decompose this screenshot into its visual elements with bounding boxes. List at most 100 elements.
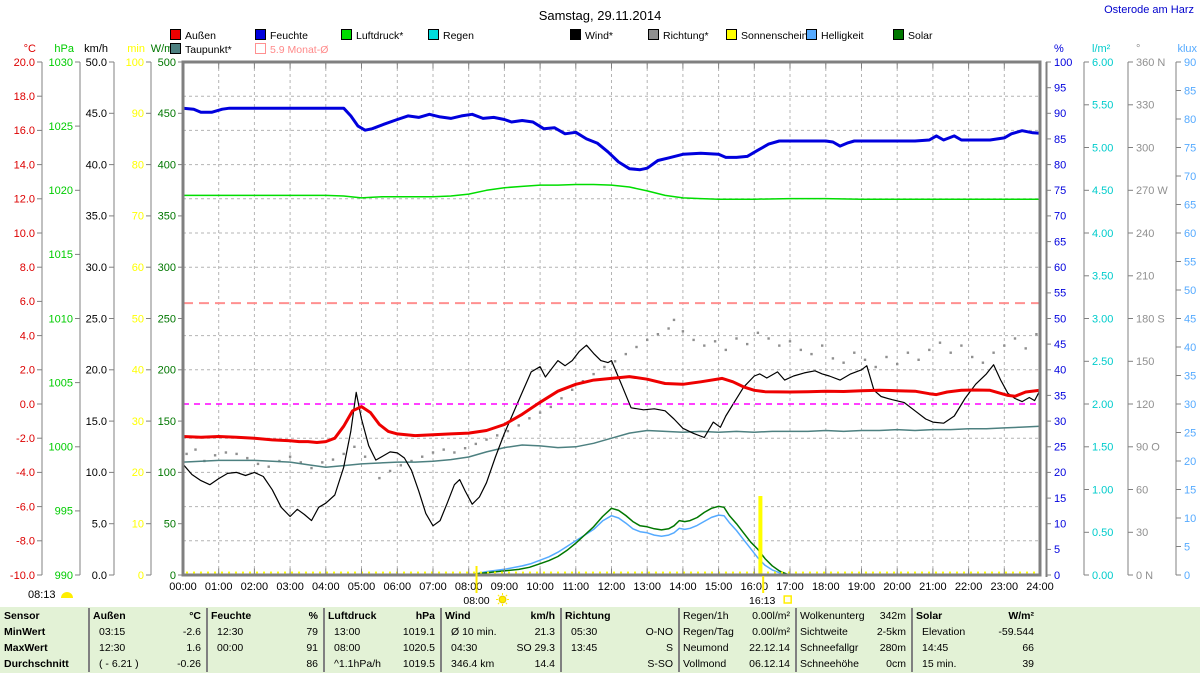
sunset-time-label: 16:13 bbox=[749, 595, 775, 607]
axis-tick-label: 0 bbox=[138, 570, 144, 582]
legend-swatch bbox=[648, 29, 659, 40]
axis-tick-label: 1025 bbox=[49, 121, 73, 133]
axis-tick-label: 2.00 bbox=[1092, 399, 1113, 411]
axis-tick-label: 6.00 bbox=[1092, 57, 1113, 69]
table-cell: Außen °C bbox=[93, 610, 201, 622]
legend-item-helligkeit: Helligkeit bbox=[806, 29, 864, 42]
table-divider bbox=[560, 608, 562, 672]
axis-tick-label: 90 O bbox=[1136, 442, 1160, 454]
svg-text:08:00: 08:00 bbox=[455, 581, 483, 593]
axis-tick-label: 1030 bbox=[49, 57, 73, 69]
axis-tick-label: 3.50 bbox=[1092, 271, 1113, 283]
table-cell: ( - 6.21 ) -0.26 bbox=[99, 658, 201, 670]
axis-tick-label: 16.0 bbox=[14, 125, 35, 137]
axis-tick-label: 0 N bbox=[1136, 570, 1153, 582]
axis-tick-label: 45 bbox=[1054, 339, 1066, 351]
legend-item-feuchte: Feuchte bbox=[255, 29, 308, 42]
axis-tick-label: 0.0 bbox=[20, 399, 35, 411]
axis-tick-label: 5.50 bbox=[1092, 100, 1113, 112]
legend-swatch bbox=[806, 29, 817, 40]
axis-c: 20.0 18.0 16.0 14.0 12.0 10.0 8.0 6.0 4.0 2.0 0.0 -… bbox=[10, 43, 43, 582]
legend-label: Luftdruck* bbox=[356, 30, 404, 42]
axis-tick-label: 65 bbox=[1184, 199, 1196, 211]
svg-text:01:00: 01:00 bbox=[205, 581, 233, 593]
table-cell: Neumond 22.12.14 bbox=[683, 642, 790, 654]
axis-tick-label: 4.00 bbox=[1092, 228, 1113, 240]
axis-tick-label: 10 bbox=[132, 519, 144, 531]
sunrise-time-note: 08:13 bbox=[28, 589, 73, 601]
axis-tick-label: 90 bbox=[132, 108, 144, 120]
axis-tick-label: 25 bbox=[1184, 427, 1196, 439]
table-cell: 12:30 79 bbox=[217, 626, 318, 638]
legend-item-wind: Wind* bbox=[570, 29, 613, 42]
axis-tick-label: 10 bbox=[1184, 513, 1196, 525]
table-cell: Solar W/m² bbox=[916, 610, 1034, 622]
table-cell: 14:45 66 bbox=[922, 642, 1034, 654]
legend-item-taupunkt: Taupunkt* bbox=[170, 43, 232, 56]
legend-swatch bbox=[255, 29, 266, 40]
table-cell: Schneehöhe 0cm bbox=[800, 658, 906, 670]
legend-swatch bbox=[726, 29, 737, 40]
axis-tick-label: 1020 bbox=[49, 185, 73, 197]
table-cell: Ø 10 min. 21.3 bbox=[451, 626, 555, 638]
axis-tick-label: 40 bbox=[1184, 342, 1196, 354]
axis-tick-label: 95 bbox=[1054, 83, 1066, 95]
table-cell: Sensor bbox=[4, 610, 40, 622]
table-cell: ^1.1hPa/h 1019.5 bbox=[334, 658, 435, 670]
axis-tick-label: 50.0 bbox=[86, 57, 107, 69]
axis-tick-label: 15.0 bbox=[86, 416, 107, 428]
axis-tick-label: -8.0 bbox=[16, 536, 35, 548]
axis-tick-label: 1.00 bbox=[1092, 484, 1113, 496]
table-divider bbox=[795, 608, 797, 672]
axis-tick-label: 150 bbox=[158, 416, 176, 428]
table-cell: 05:30 O-NO bbox=[571, 626, 673, 638]
axis-tick-label: 30 bbox=[132, 416, 144, 428]
axis-km-h: 50.0 45.0 40.0 35.0 30.0 25.0 20.0 15.0 10.0 5.0 0… bbox=[84, 43, 115, 582]
axis-tick-label: 40 bbox=[1054, 365, 1066, 377]
series-luftdruck bbox=[182, 183, 1041, 200]
table-cell: MaxWert bbox=[4, 642, 48, 654]
table-cell: Wolkenunterg 342m bbox=[800, 610, 906, 622]
series-helligkeit bbox=[475, 514, 797, 576]
axis-tick-label: 5 bbox=[1184, 541, 1190, 553]
axis-tick-label: 70 bbox=[1184, 171, 1196, 183]
axis-tick-label: 60 bbox=[132, 262, 144, 274]
axis-tick-label: 350 bbox=[158, 211, 176, 223]
legend-item-au-en: Außen bbox=[170, 29, 216, 42]
table-cell: 03:15 -2.6 bbox=[99, 626, 201, 638]
axis-tick-label: 85 bbox=[1054, 134, 1066, 146]
table-divider bbox=[206, 608, 208, 672]
svg-text:06:00: 06:00 bbox=[384, 581, 412, 593]
series-solar bbox=[471, 505, 793, 576]
axis-tick-label: -10.0 bbox=[10, 570, 35, 582]
axis-tick-label: 60 bbox=[1136, 484, 1148, 496]
series-sonnenschein bbox=[185, 496, 1036, 575]
table-cell: Regen/1h 0.00l/m² bbox=[683, 610, 790, 622]
sunrise-icon bbox=[60, 592, 73, 598]
legend-label: Richtung* bbox=[663, 30, 709, 42]
axis-tick-label: 0.50 bbox=[1092, 527, 1113, 539]
axis-tick-label: 5.0 bbox=[92, 519, 107, 531]
axis-tick-label: 60 bbox=[1184, 228, 1196, 240]
axis-tick-label: -6.0 bbox=[16, 501, 35, 513]
axis-unit-label: °C bbox=[24, 43, 36, 55]
axis-tick-label: 30 bbox=[1054, 416, 1066, 428]
table-cell: 13:00 1019.1 bbox=[334, 626, 435, 638]
axis-tick-label: 25.0 bbox=[86, 313, 107, 325]
table-cell: Feuchte% bbox=[211, 610, 318, 622]
axis-tick-label: 10.0 bbox=[14, 228, 35, 240]
axis-unit-label: km/h bbox=[84, 43, 108, 55]
svg-text:10:00: 10:00 bbox=[526, 581, 554, 593]
svg-text:03:00: 03:00 bbox=[276, 581, 304, 593]
legend-label: Regen bbox=[443, 30, 474, 42]
axis-tick-label: 1005 bbox=[49, 377, 73, 389]
table-divider bbox=[911, 608, 913, 672]
table-divider bbox=[323, 608, 325, 672]
axis-tick-label: 1.50 bbox=[1092, 442, 1113, 454]
axis-tick-label: 45 bbox=[1184, 313, 1196, 325]
axis-tick-label: 10 bbox=[1054, 519, 1066, 531]
axis-tick-label: 30 bbox=[1136, 527, 1148, 539]
axis-tick-label: 400 bbox=[158, 159, 176, 171]
svg-text:13:00: 13:00 bbox=[633, 581, 661, 593]
